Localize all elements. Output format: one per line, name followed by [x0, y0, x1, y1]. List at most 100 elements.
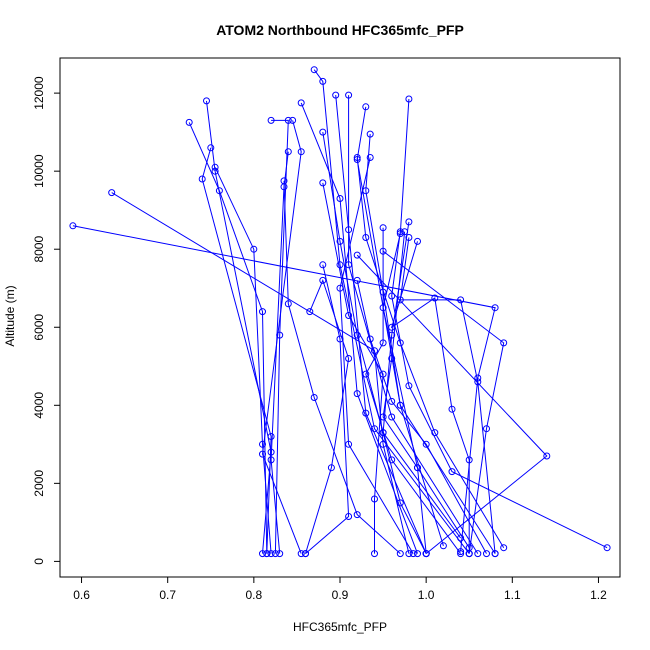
y-tick-label: 4000: [32, 392, 46, 419]
data-point: [414, 464, 421, 472]
data-point: [457, 548, 465, 556]
profile-line-5: [72, 225, 496, 552]
data-point: [500, 544, 508, 552]
data-point: [345, 312, 353, 319]
data-point: [439, 542, 447, 550]
data-point: [405, 382, 413, 390]
data-point: [474, 550, 482, 558]
y-axis: 0 2000 4000 6000 8000 10000 12000: [32, 76, 61, 565]
data-point: [396, 230, 404, 238]
profile-line-14: [356, 106, 496, 554]
data-point: [405, 95, 413, 103]
profile-line-9: [300, 102, 418, 554]
data-point: [457, 550, 465, 558]
data-point: [319, 261, 327, 269]
profile-line-24: [391, 231, 608, 549]
data-series: [69, 66, 611, 558]
data-point: [379, 247, 387, 255]
data-point: [362, 370, 370, 378]
data-point: [491, 550, 499, 558]
data-point: [448, 468, 456, 476]
data-point: [353, 390, 361, 398]
data-point: [267, 456, 275, 464]
profile-line-19: [356, 157, 505, 548]
data-point: [319, 179, 327, 187]
data-point: [396, 499, 404, 507]
x-tick-label: 1.1: [504, 588, 521, 602]
data-point: [259, 450, 266, 458]
profile-line-26: [382, 231, 427, 554]
data-point: [284, 116, 292, 124]
data-point: [603, 544, 611, 552]
profile-line-4: [214, 167, 272, 554]
data-point: [267, 433, 275, 440]
data-point: [465, 550, 473, 558]
data-point: [396, 401, 404, 409]
data-point: [371, 425, 378, 433]
x-tick-label: 0.8: [246, 588, 263, 602]
data-point: [388, 292, 396, 300]
y-tick-label: 6000: [32, 314, 46, 341]
data-point: [353, 276, 361, 284]
data-point: [431, 429, 439, 437]
data-point: [259, 308, 266, 316]
data-point: [414, 237, 421, 245]
data-point: [203, 97, 210, 105]
data-point: [366, 335, 374, 343]
x-tick-label: 1.0: [418, 588, 435, 602]
data-point: [388, 331, 396, 339]
data-point: [345, 513, 353, 520]
data-point: [198, 175, 206, 183]
data-point: [319, 77, 327, 85]
profile-line-31: [390, 241, 470, 554]
data-point: [366, 130, 374, 138]
profile-line-17: [365, 134, 444, 546]
data-point: [366, 154, 374, 161]
data-point: [362, 409, 370, 417]
profile-line-13: [348, 95, 479, 554]
data-point: [263, 550, 271, 558]
y-tick-label: 12000: [32, 76, 46, 110]
data-point: [414, 550, 421, 558]
data-point: [207, 144, 215, 152]
data-point: [422, 550, 430, 558]
data-point: [353, 156, 361, 163]
y-tick-label: 2000: [32, 470, 46, 497]
data-point: [345, 91, 353, 99]
profile-line-20: [322, 182, 384, 554]
data-point: [259, 440, 266, 448]
data-point: [267, 550, 275, 558]
data-point: [379, 339, 387, 347]
data-point: [500, 339, 508, 347]
data-point: [319, 128, 327, 136]
data-point: [353, 154, 361, 161]
y-tick-label: 8000: [32, 236, 46, 263]
data-point: [465, 456, 473, 464]
data-point: [396, 228, 404, 236]
x-tick-label: 0.9: [332, 588, 349, 602]
profile-line-15: [382, 98, 470, 548]
data-point: [362, 234, 370, 241]
data-point: [211, 163, 219, 171]
data-point: [353, 251, 361, 259]
data-point: [306, 308, 314, 316]
data-point: [362, 103, 370, 111]
y-tick-label: 0: [32, 558, 46, 565]
data-point: [457, 534, 465, 542]
profile-line-8: [270, 151, 289, 554]
profile-line-18: [339, 157, 414, 554]
data-point: [302, 550, 309, 558]
data-point: [371, 550, 378, 558]
profile-line-21: [283, 180, 401, 554]
y-axis-label: Altitude (m): [3, 285, 17, 346]
profile-line-28: [356, 254, 548, 554]
data-point: [336, 237, 344, 245]
x-tick-label: 0.6: [73, 588, 90, 602]
chart-title: ATOM2 Northbound HFC365mfc_PFP: [216, 22, 464, 38]
profile-line-11: [313, 69, 470, 554]
data-point: [371, 495, 378, 503]
profile-line-12: [335, 95, 427, 554]
data-point: [396, 550, 404, 558]
data-point: [69, 222, 77, 230]
